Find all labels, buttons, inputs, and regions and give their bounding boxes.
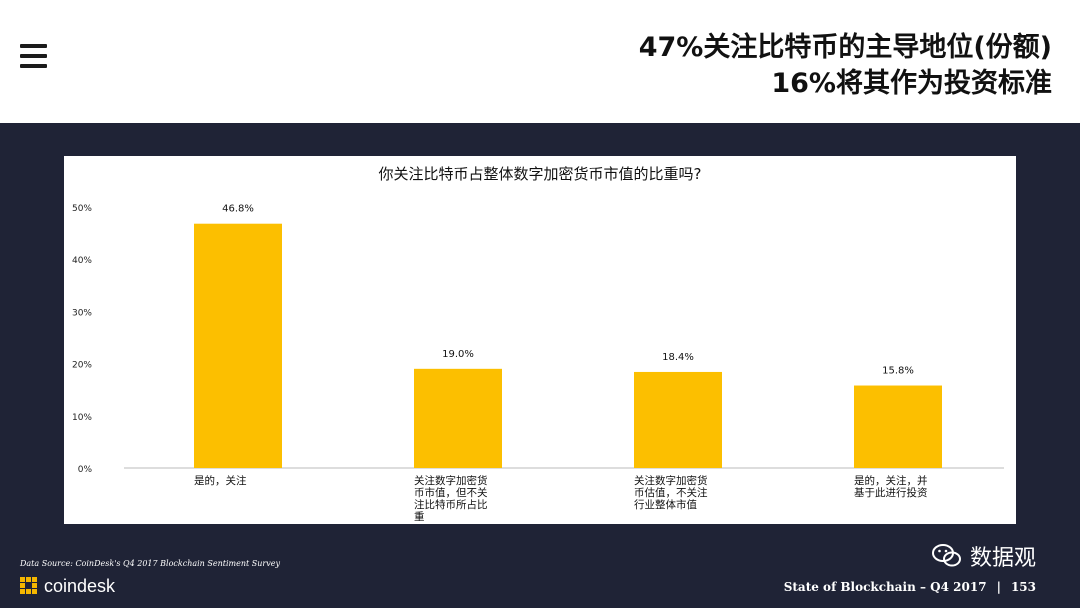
headline-line-2: 16%将其作为投资标准 xyxy=(771,68,1052,99)
page-number: 153 xyxy=(1010,580,1036,594)
wechat-account-name: 数据观 xyxy=(970,546,1037,571)
chart-card: 你关注比特币占整体数字加密货币市值的比重吗? 0% 10% 20% 30% 40% 50% 4… xyxy=(64,156,1016,524)
data-source-note: Data Source: CoinDesk's Q4 2017 Blockcha… xyxy=(20,559,280,568)
wechat-watermark: 数据观 xyxy=(932,540,1036,572)
x-category-label: 行业整体市值 xyxy=(634,498,697,511)
x-category-label: 是的，关注 xyxy=(194,474,247,487)
menu-icon-bar xyxy=(20,44,47,48)
headline-line-1: 47%关注比特币的主导地位(份额) xyxy=(638,32,1052,63)
y-tick-label: 20% xyxy=(72,361,92,371)
chart-title: 你关注比特币占整体数字加密货币市值的比重吗? xyxy=(379,165,702,183)
y-tick-label: 50% xyxy=(72,204,92,214)
y-tick-label: 30% xyxy=(72,308,92,318)
bar-value-label: 18.4% xyxy=(662,352,694,363)
y-tick-label: 40% xyxy=(72,256,92,266)
bar xyxy=(414,368,502,468)
x-category-label: 基于此进行投资 xyxy=(854,486,928,499)
coindesk-logo: coindesk xyxy=(20,574,115,598)
bar-value-label: 19.0% xyxy=(442,349,474,360)
footer-separator: | xyxy=(996,580,1001,594)
footer-report: State of Blockchain – Q4 2017 | 153 xyxy=(784,580,1036,594)
y-tick-label: 0% xyxy=(78,465,93,475)
bar-value-label: 15.8% xyxy=(882,366,914,377)
coindesk-logo-text: coindesk xyxy=(44,575,116,596)
x-category-label: 币估值，不关注 xyxy=(634,486,708,499)
report-title: State of Blockchain – Q4 2017 xyxy=(783,580,987,594)
menu-icon-bar xyxy=(20,64,47,68)
y-tick-label: 10% xyxy=(72,413,92,423)
menu-icon-bar xyxy=(20,54,47,58)
page-headline: 47%关注比特币的主导地位(份额) 16%将其作为投资标准 xyxy=(639,30,1052,102)
header-area: 47%关注比特币的主导地位(份额) 16%将其作为投资标准 xyxy=(0,0,1080,123)
x-category-label: 关注数字加密货 xyxy=(414,474,488,487)
x-category-label: 币市值，但不关 xyxy=(414,486,488,499)
x-category-label: 注比特币所占比 xyxy=(414,498,488,511)
menu-icon[interactable] xyxy=(20,44,47,68)
x-category-label: 重 xyxy=(414,510,425,523)
x-category-label: 关注数字加密货 xyxy=(634,474,708,487)
bar xyxy=(854,385,942,468)
bar xyxy=(194,223,282,468)
bar-value-label: 46.8% xyxy=(222,204,254,215)
bar xyxy=(634,371,722,468)
wechat-icon xyxy=(932,544,961,567)
bar-chart: 你关注比特币占整体数字加密货币市值的比重吗? 0% 10% 20% 30% 40% 50% 4… xyxy=(72,165,1004,523)
coindesk-logo-icon xyxy=(20,577,38,595)
x-category-label: 是的，关注，并 xyxy=(854,474,928,487)
